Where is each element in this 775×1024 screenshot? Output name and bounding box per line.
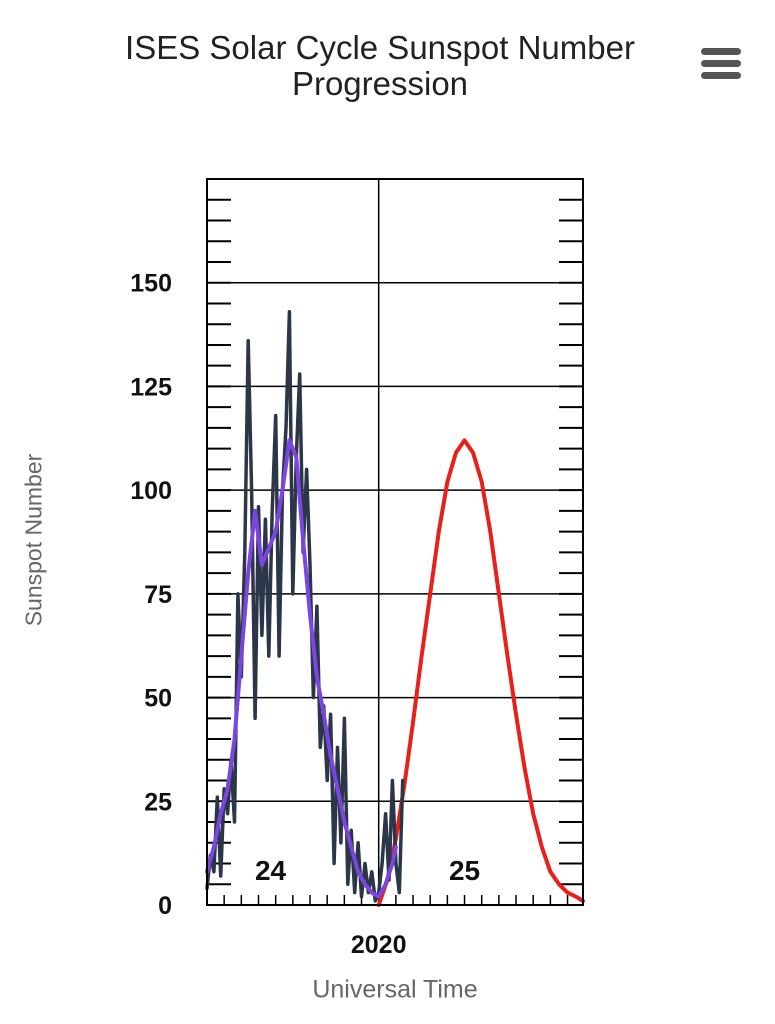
y-tick-label: 125 — [130, 373, 172, 401]
x-axis-label: Universal Time — [312, 975, 478, 1004]
series-group — [205, 310, 585, 907]
cycle-labels: 24 25 — [255, 855, 480, 886]
chart-title-line1: ISES Solar Cycle Sunspot Number — [125, 29, 635, 66]
x-tick-labels: 2020 — [351, 931, 407, 959]
y-tick-label: 100 — [130, 477, 172, 505]
menu-bar — [701, 60, 741, 67]
y-tick-label: 0 — [158, 892, 172, 920]
y-tick-label: 50 — [144, 685, 172, 713]
y-tick-label: 25 — [144, 788, 172, 816]
y-tick-labels: 0 25 50 75 100 125 150 — [130, 270, 172, 920]
menu-bar — [701, 72, 741, 79]
cycle-label: 25 — [449, 855, 480, 886]
chart-title: ISES Solar Cycle Sunspot Number Progress… — [60, 29, 700, 103]
y-tick-label: 150 — [130, 270, 172, 298]
plot-frame — [206, 178, 584, 906]
gridlines — [207, 179, 583, 905]
cycle-label: 24 — [255, 855, 287, 886]
smoothed-series-line — [205, 438, 398, 899]
y-tick-label: 75 — [144, 581, 172, 609]
monthly-series-line — [205, 310, 405, 903]
x-tick-label: 2020 — [351, 931, 407, 959]
menu-bar — [701, 48, 741, 55]
hamburger-menu-icon[interactable] — [698, 46, 744, 82]
chart-title-line2: Progression — [291, 65, 469, 103]
predicted-series-line — [376, 438, 585, 907]
